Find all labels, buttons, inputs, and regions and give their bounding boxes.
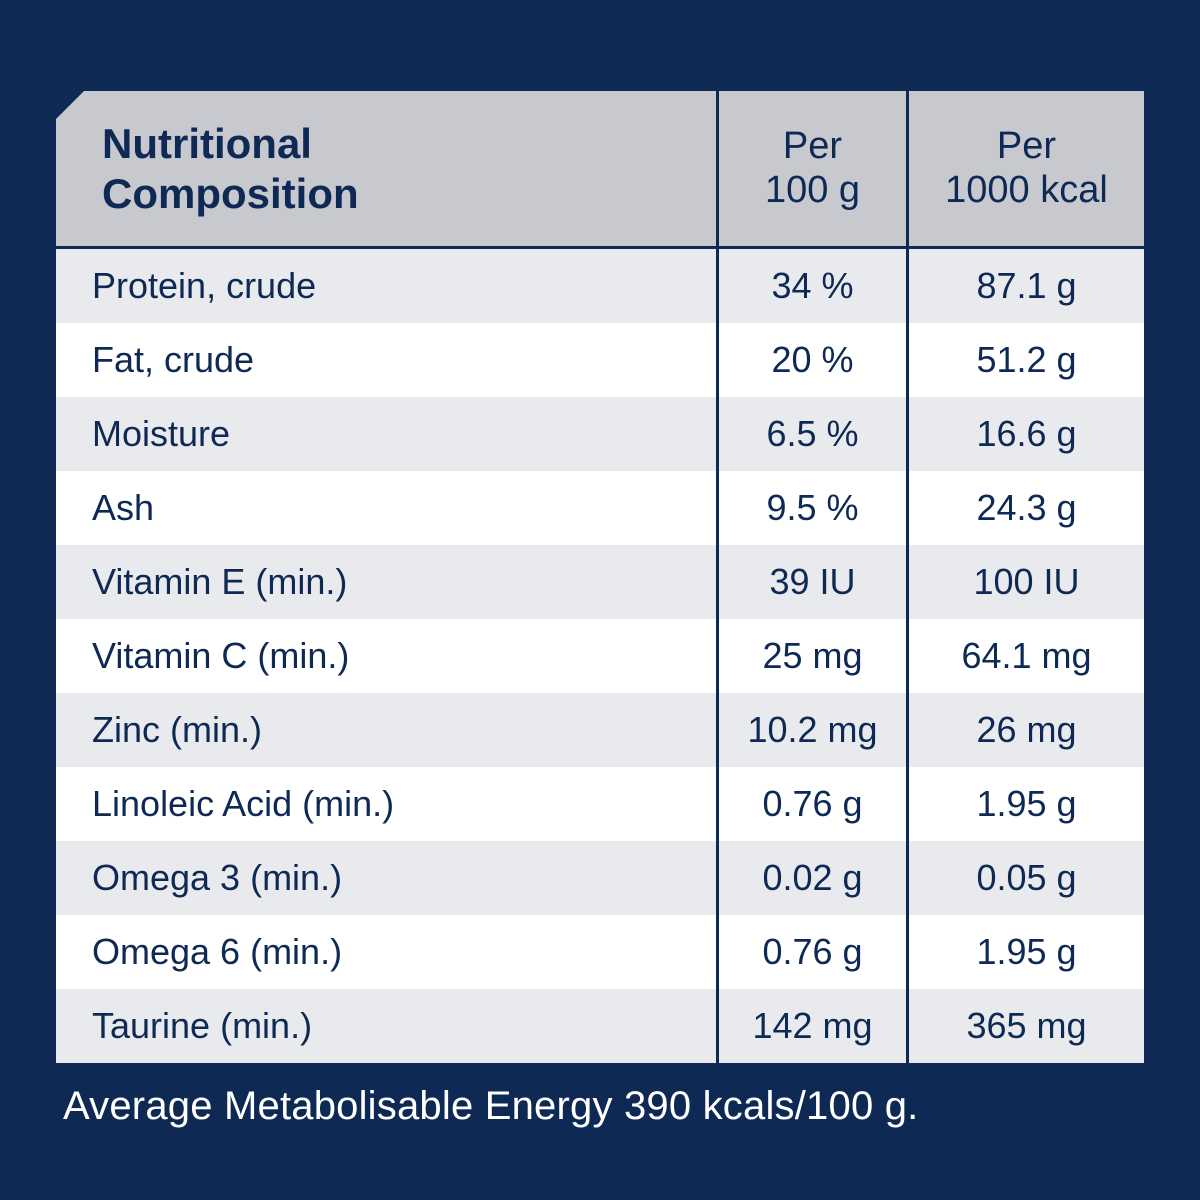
value-per-1000kcal: 100 IU	[906, 545, 1144, 619]
value-per-100g: 20 %	[716, 323, 906, 397]
value-per-1000kcal: 24.3 g	[906, 471, 1144, 545]
table-header: Nutritional Composition Per 100 g Per 10…	[56, 91, 1144, 249]
nutrient-name: Vitamin C (min.)	[56, 619, 716, 693]
header-title: Nutritional Composition	[56, 91, 716, 246]
header-col1-line1: Per	[783, 125, 842, 167]
nutrient-name: Omega 3 (min.)	[56, 841, 716, 915]
value-per-100g: 0.76 g	[716, 915, 906, 989]
nutrient-name: Zinc (min.)	[56, 693, 716, 767]
nutrient-name: Omega 6 (min.)	[56, 915, 716, 989]
header-notch	[56, 91, 84, 119]
header-title-line2: Composition	[102, 170, 359, 217]
table-row: Ash9.5 %24.3 g	[56, 471, 1144, 545]
value-per-100g: 9.5 %	[716, 471, 906, 545]
value-per-1000kcal: 365 mg	[906, 989, 1144, 1063]
header-col-per-100g: Per 100 g	[716, 91, 906, 246]
value-per-100g: 0.76 g	[716, 767, 906, 841]
value-per-1000kcal: 87.1 g	[906, 249, 1144, 323]
table-row: Vitamin E (min.)39 IU100 IU	[56, 545, 1144, 619]
table-row: Taurine (min.)142 mg365 mg	[56, 989, 1144, 1063]
nutrient-name: Linoleic Acid (min.)	[56, 767, 716, 841]
value-per-1000kcal: 51.2 g	[906, 323, 1144, 397]
table-row: Protein, crude34 %87.1 g	[56, 249, 1144, 323]
value-per-1000kcal: 16.6 g	[906, 397, 1144, 471]
header-col2-line1: Per	[997, 125, 1056, 167]
nutrient-name: Ash	[56, 471, 716, 545]
value-per-1000kcal: 0.05 g	[906, 841, 1144, 915]
value-per-1000kcal: 1.95 g	[906, 767, 1144, 841]
value-per-100g: 6.5 %	[716, 397, 906, 471]
value-per-100g: 10.2 mg	[716, 693, 906, 767]
table-row: Omega 6 (min.)0.76 g1.95 g	[56, 915, 1144, 989]
nutrient-name: Protein, crude	[56, 249, 716, 323]
header-col-per-1000kcal: Per 1000 kcal	[906, 91, 1144, 246]
header-col1-line2: 100 g	[765, 169, 860, 211]
nutrient-name: Fat, crude	[56, 323, 716, 397]
nutrition-table: Nutritional Composition Per 100 g Per 10…	[55, 90, 1145, 1064]
table-row: Linoleic Acid (min.)0.76 g1.95 g	[56, 767, 1144, 841]
value-per-1000kcal: 1.95 g	[906, 915, 1144, 989]
table-row: Vitamin C (min.)25 mg64.1 mg	[56, 619, 1144, 693]
value-per-100g: 25 mg	[716, 619, 906, 693]
table-row: Omega 3 (min.)0.02 g0.05 g	[56, 841, 1144, 915]
nutrient-name: Moisture	[56, 397, 716, 471]
nutrient-name: Taurine (min.)	[56, 989, 716, 1063]
table-body: Protein, crude34 %87.1 gFat, crude20 %51…	[56, 249, 1144, 1063]
table-row: Moisture6.5 %16.6 g	[56, 397, 1144, 471]
value-per-100g: 142 mg	[716, 989, 906, 1063]
value-per-1000kcal: 64.1 mg	[906, 619, 1144, 693]
value-per-100g: 39 IU	[716, 545, 906, 619]
table-row: Zinc (min.)10.2 mg26 mg	[56, 693, 1144, 767]
header-title-line1: Nutritional	[102, 120, 312, 167]
value-per-100g: 0.02 g	[716, 841, 906, 915]
footer-note: Average Metabolisable Energy 390 kcals/1…	[55, 1064, 1145, 1129]
header-col2-line2: 1000 kcal	[945, 169, 1108, 211]
nutrient-name: Vitamin E (min.)	[56, 545, 716, 619]
table-row: Fat, crude20 %51.2 g	[56, 323, 1144, 397]
value-per-1000kcal: 26 mg	[906, 693, 1144, 767]
value-per-100g: 34 %	[716, 249, 906, 323]
